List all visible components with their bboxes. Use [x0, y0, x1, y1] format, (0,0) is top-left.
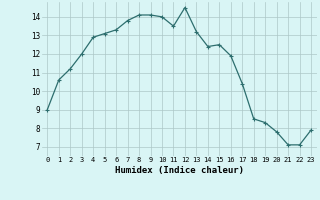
X-axis label: Humidex (Indice chaleur): Humidex (Indice chaleur)	[115, 166, 244, 175]
